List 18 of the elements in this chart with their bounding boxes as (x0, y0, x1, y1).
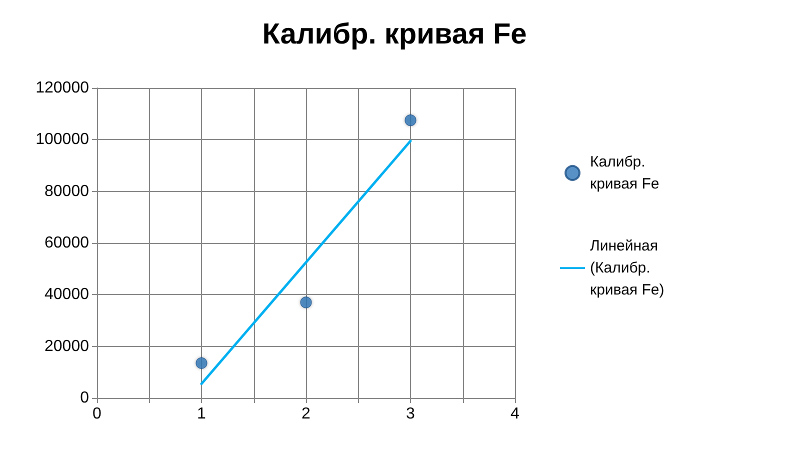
y-tick-label: 60000 (44, 234, 90, 252)
x-tick-label: 4 (510, 406, 520, 422)
x-tick-label: 3 (406, 406, 416, 422)
y-tick-label: 120000 (36, 80, 90, 96)
y-tick-label: 40000 (44, 286, 90, 304)
legend-label: Линейная (Калибр. кривая Fe) (590, 238, 664, 298)
point (196, 357, 208, 369)
chart-title: Калибр. кривая Fe (262, 18, 527, 50)
y-tick-label: 0 (80, 390, 90, 406)
y-tick-label: 100000 (36, 131, 90, 148)
x-tick-label: 1 (197, 406, 206, 422)
y-tick-label: 20000 (44, 338, 90, 355)
x-tick-label: 2 (302, 406, 311, 422)
point (300, 296, 312, 308)
point (404, 114, 416, 126)
x-tick-label: 0 (92, 406, 102, 422)
legend-label: Калибр. кривая Fe (590, 154, 660, 192)
y-tick-label: 80000 (44, 182, 90, 200)
